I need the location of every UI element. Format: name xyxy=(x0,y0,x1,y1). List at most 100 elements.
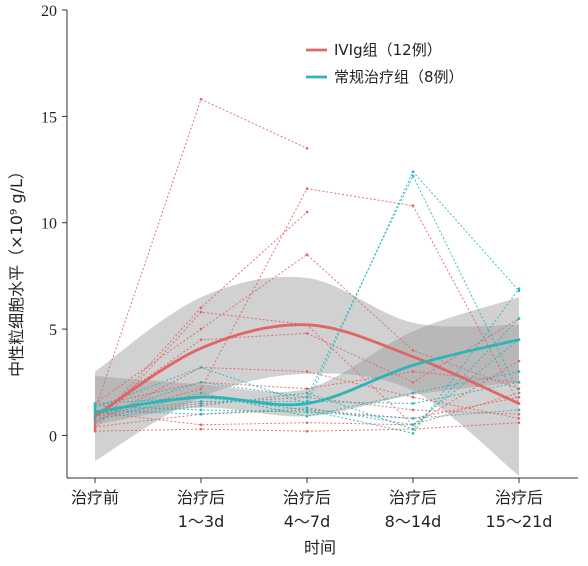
legend: IVIg组（12例） 常规治疗组（8例） xyxy=(306,41,464,86)
patient-line-s1-8 xyxy=(94,371,520,407)
patient-point xyxy=(199,423,203,427)
mean-trend-lines xyxy=(93,323,521,418)
mean-line-series-1 xyxy=(93,323,521,418)
x-tick-label: 治疗后 xyxy=(283,488,331,507)
y-ticks: 0 5 10 15 20 xyxy=(41,3,67,445)
patient-point xyxy=(517,289,521,293)
patient-point xyxy=(199,427,203,431)
patient-point xyxy=(305,410,309,414)
patient-point xyxy=(93,425,97,429)
legend-label-1: IVIg组（12例） xyxy=(334,41,442,59)
patient-point xyxy=(305,187,309,190)
patient-point xyxy=(93,406,97,410)
patient-point xyxy=(305,429,309,433)
patient-point xyxy=(93,427,97,431)
x-tick-label: 治疗后 xyxy=(389,488,437,507)
patient-point xyxy=(93,423,97,427)
patient-point xyxy=(517,387,521,391)
x-tick-sublabel: 1～3d xyxy=(178,512,225,531)
patient-point xyxy=(305,415,309,418)
x-tick-label: 治疗后 xyxy=(177,488,225,507)
patient-point xyxy=(411,417,415,420)
patient-point xyxy=(517,287,521,291)
patient-point xyxy=(305,408,309,412)
patient-point xyxy=(411,408,415,412)
patient-point xyxy=(305,391,309,395)
patient-point xyxy=(93,408,97,412)
patient-point xyxy=(199,98,203,101)
patient-point xyxy=(517,391,521,395)
patient-point xyxy=(199,327,203,331)
patient-point xyxy=(199,381,203,384)
patient-point xyxy=(517,359,521,363)
patient-point xyxy=(199,391,203,395)
confidence-band-1 xyxy=(95,276,519,476)
patient-point xyxy=(199,338,203,342)
patient-point xyxy=(199,306,203,310)
patient-point xyxy=(517,381,521,384)
y-tick-label: 0 xyxy=(49,428,57,445)
patient-point xyxy=(199,366,203,369)
patient-point xyxy=(199,412,203,416)
patient-point xyxy=(411,402,415,405)
confidence-bands xyxy=(95,276,519,476)
mean-line-series-2 xyxy=(93,338,521,414)
y-tick-label: 15 xyxy=(41,109,57,126)
patient-line-s2-2 xyxy=(94,174,520,417)
x-axis-label: 时间 xyxy=(304,538,336,557)
patient-point xyxy=(517,417,521,420)
x-tick-sublabel: 15～21d xyxy=(486,512,553,531)
legend-label-2: 常规治疗组（8例） xyxy=(334,68,464,86)
patient-point xyxy=(517,421,521,425)
patient-point xyxy=(517,370,521,373)
y-tick-label: 20 xyxy=(41,3,57,20)
patient-point xyxy=(411,174,415,178)
patient-point xyxy=(305,421,309,425)
patient-point xyxy=(411,432,415,435)
patient-point xyxy=(517,395,521,399)
patient-line-s1-6 xyxy=(94,318,520,415)
patient-point xyxy=(199,408,203,412)
patient-point xyxy=(199,310,203,314)
patient-point xyxy=(199,404,203,408)
patient-point xyxy=(517,408,521,412)
y-tick-label: 5 xyxy=(49,322,57,339)
patient-point xyxy=(517,317,521,320)
patient-point xyxy=(199,400,203,403)
patient-point xyxy=(411,423,415,427)
patient-point xyxy=(93,404,97,408)
patient-point xyxy=(305,147,309,150)
patient-point xyxy=(305,210,309,214)
patient-point xyxy=(199,402,203,405)
patient-point xyxy=(93,429,97,433)
x-tick-label: 治疗前 xyxy=(71,488,119,507)
patient-point xyxy=(411,395,415,399)
patient-point xyxy=(305,332,309,335)
y-tick-label: 10 xyxy=(41,216,57,233)
patient-point xyxy=(411,170,415,173)
patient-point xyxy=(93,421,97,425)
patient-line-s2-6 xyxy=(94,371,520,422)
patient-point xyxy=(305,370,309,373)
axes xyxy=(66,10,578,479)
patient-point xyxy=(305,406,309,410)
patient-point xyxy=(305,395,309,399)
patient-point xyxy=(411,204,415,207)
patient-point xyxy=(93,419,97,422)
patient-point xyxy=(305,387,309,391)
patient-point xyxy=(305,253,309,256)
patient-point xyxy=(411,427,415,431)
patient-point xyxy=(199,387,203,391)
patient-point xyxy=(411,391,415,395)
x-tick-label: 治疗后 xyxy=(495,488,543,507)
patient-point xyxy=(93,402,97,405)
patient-point xyxy=(411,381,415,384)
patient-point xyxy=(411,370,415,373)
patient-point xyxy=(93,417,97,420)
y-axis-label: 中性粒细胞水平（×10⁹ g/L） xyxy=(7,163,26,377)
x-tick-sublabel: 4～7d xyxy=(284,512,331,531)
x-tick-sublabel: 8～14d xyxy=(385,512,442,531)
patient-point xyxy=(517,412,521,416)
patient-point xyxy=(411,349,415,352)
